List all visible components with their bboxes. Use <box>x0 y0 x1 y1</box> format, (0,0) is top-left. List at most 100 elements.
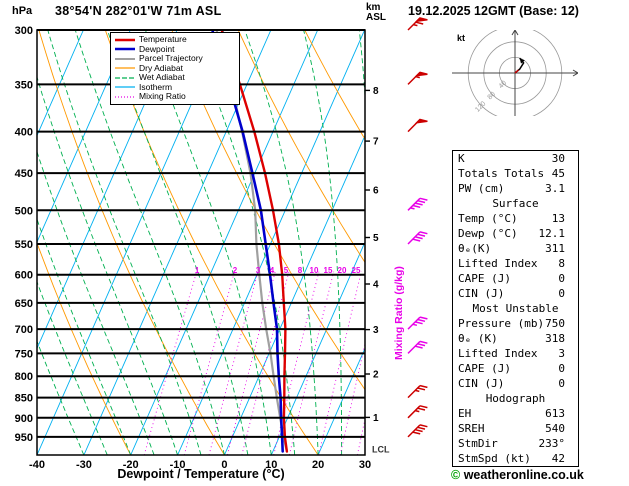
hodograph-unit-label: kt <box>457 33 465 43</box>
stat-value: 13 <box>551 212 565 225</box>
temp-tick-labels: -40 -30 -20 -10 0 10 20 30 <box>29 459 371 471</box>
legend-line-swatch <box>115 38 135 41</box>
stat-row: SREH 540 <box>453 421 578 436</box>
lcl-label: LCL <box>372 445 390 455</box>
svg-text:450: 450 <box>15 168 33 180</box>
svg-text:400: 400 <box>15 127 33 139</box>
stat-row: θₑ (K) 318 <box>453 331 578 346</box>
stat-label: Totals Totals <box>458 167 545 180</box>
stat-label: Pressure (mb) <box>458 317 545 330</box>
hodograph-trace-arrow <box>519 58 525 64</box>
stat-row: StmSpd (kt) 42 <box>453 451 578 466</box>
stat-row: CIN (J) 0 <box>453 286 578 301</box>
legend-line-swatch <box>115 77 135 79</box>
legend-item-label: Isotherm <box>139 81 173 92</box>
legend-line-swatch <box>115 48 135 51</box>
x-axis-label: Dewpoint / Temperature (°C) <box>117 467 285 481</box>
km-unit-line2: ASL <box>366 12 386 23</box>
svg-text:650: 650 <box>15 298 33 310</box>
pressure-tick-labels: 300 350 400 450 500 550 600 650 700 750 800 850 900 9… <box>15 25 33 444</box>
stat-label: θₑ(K) <box>458 242 492 255</box>
chart-legend: Temperature Dewpoint Parcel Trajectory Dry … <box>110 32 240 105</box>
legend-item: Isotherm <box>115 81 235 93</box>
stat-value: 45 <box>551 167 565 180</box>
wind-barbs <box>407 17 428 438</box>
svg-text:500: 500 <box>15 205 33 217</box>
stat-label: EH <box>458 407 472 420</box>
legend-line-swatch <box>115 57 135 60</box>
svg-text:30: 30 <box>359 459 371 471</box>
stat-value: 12.1 <box>538 227 566 240</box>
station-title: 38°54'N 282°01'W 71m ASL <box>55 4 222 18</box>
svg-text:1: 1 <box>373 413 379 424</box>
svg-text:10: 10 <box>310 266 319 275</box>
svg-text:7: 7 <box>373 137 379 148</box>
stat-value: 233° <box>538 437 566 450</box>
svg-text:1: 1 <box>195 266 200 275</box>
wind-barb <box>407 71 428 85</box>
plot-frame <box>36 29 366 456</box>
svg-text:20: 20 <box>312 459 324 471</box>
svg-text:8: 8 <box>298 266 303 275</box>
pressure-lines <box>37 29 365 438</box>
stat-row: StmDir 233° <box>453 436 578 451</box>
stat-label: CIN (J) <box>458 377 505 390</box>
stat-label: Temp (°C) <box>458 212 518 225</box>
km-ticks: 1 2 3 4 5 6 7 8 <box>365 86 379 424</box>
datetime-label: 19.12.2025 12GMT (Base: 12) <box>408 4 579 18</box>
stats-table: K 30 Totals Totals 45 PW (cm) 3.1 Surface Temp … <box>452 150 579 467</box>
svg-text:-30: -30 <box>76 459 92 471</box>
svg-text:25: 25 <box>352 266 361 275</box>
svg-text:40: 40 <box>498 80 509 91</box>
stat-row: Dewp (°C) 12.1 <box>453 226 578 241</box>
svg-text:350: 350 <box>15 79 33 91</box>
stat-row: θₑ(K) 311 <box>453 241 578 256</box>
svg-text:5: 5 <box>373 233 379 244</box>
stat-value: 0 <box>558 287 565 300</box>
mixing-ratio-labels: 1 2 3 4 5 8 10 15 20 25 <box>195 266 361 275</box>
stat-label: CAPE (J) <box>458 272 511 285</box>
svg-text:-20: -20 <box>123 459 139 471</box>
stat-row: Lifted Index 3 <box>453 346 578 361</box>
svg-text:80: 80 <box>487 91 498 102</box>
stats-section-header: Surface <box>492 197 539 210</box>
svg-text:0: 0 <box>221 459 227 471</box>
wind-barb <box>407 17 428 31</box>
mixing-ratio-axis-label: Mixing Ratio (g/kg) <box>393 266 405 360</box>
stat-row: Totals Totals 45 <box>453 166 578 181</box>
legend-line-swatch <box>115 67 135 69</box>
stat-row: Temp (°C) 13 <box>453 211 578 226</box>
wind-barb <box>407 340 428 354</box>
storm-motion-vector <box>514 69 519 74</box>
wind-barb <box>407 118 428 133</box>
stat-label: Dewp (°C) <box>458 227 518 240</box>
legend-item-label: Mixing Ratio <box>139 91 186 101</box>
svg-text:-40: -40 <box>29 459 45 471</box>
legend-item-label: Temperature <box>139 34 187 44</box>
svg-text:10: 10 <box>265 459 277 471</box>
wind-barb <box>407 197 428 211</box>
stat-row: EH 613 <box>453 406 578 421</box>
stat-row: CAPE (J) 0 <box>453 361 578 376</box>
legend-item: Temperature <box>115 34 235 45</box>
svg-text:3: 3 <box>373 325 379 336</box>
svg-text:20: 20 <box>338 266 347 275</box>
stat-value: 42 <box>551 452 565 465</box>
stat-label: SREH <box>458 422 485 435</box>
stat-label: K <box>458 152 465 165</box>
stat-row: K 30 <box>453 151 578 166</box>
legend-item-label: Parcel Trajectory <box>139 53 203 63</box>
wind-barb <box>407 316 428 330</box>
svg-text:4: 4 <box>270 266 275 275</box>
stat-value: 3 <box>558 347 565 360</box>
stat-row: PW (cm) 3.1 <box>453 181 578 196</box>
stat-row: Lifted Index 8 <box>453 256 578 271</box>
stat-label: StmSpd (kt) <box>458 452 531 465</box>
svg-text:950: 950 <box>15 432 33 444</box>
stat-row: CIN (J) 0 <box>453 376 578 391</box>
stat-value: 0 <box>558 377 565 390</box>
stat-value: 540 <box>545 422 565 435</box>
stat-label: CAPE (J) <box>458 362 511 375</box>
svg-text:550: 550 <box>15 239 33 251</box>
